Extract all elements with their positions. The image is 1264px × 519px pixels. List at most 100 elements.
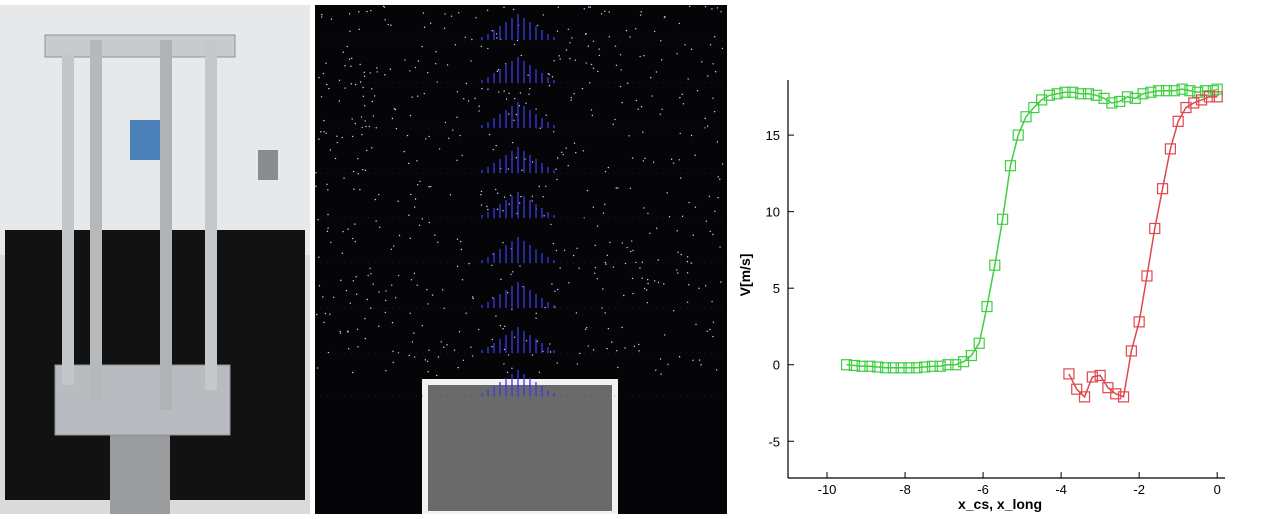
- particle: [502, 210, 503, 211]
- particle: [577, 363, 578, 364]
- particle: [706, 220, 707, 221]
- particle: [647, 283, 648, 284]
- particle: [465, 312, 466, 313]
- particle: [415, 198, 416, 199]
- particle: [719, 246, 720, 247]
- particle: [369, 268, 370, 269]
- particle: [504, 326, 505, 327]
- particle: [632, 278, 633, 279]
- particle: [704, 118, 705, 119]
- particle: [438, 356, 439, 357]
- particle: [486, 206, 487, 207]
- particle: [663, 283, 664, 284]
- particle: [687, 302, 688, 303]
- particle: [350, 303, 351, 304]
- particle: [555, 169, 556, 170]
- particle: [545, 115, 546, 116]
- particle: [342, 137, 343, 138]
- particle: [315, 172, 316, 173]
- particle: [404, 59, 405, 60]
- particle: [719, 179, 720, 180]
- particle: [574, 142, 575, 143]
- particle: [557, 362, 558, 363]
- particle: [563, 154, 564, 155]
- particle: [593, 68, 594, 69]
- particle: [616, 350, 617, 351]
- x-tick-label: -6: [977, 482, 989, 497]
- particle: [664, 334, 665, 335]
- particle: [422, 325, 423, 326]
- particle: [502, 242, 503, 243]
- particle: [423, 12, 424, 13]
- particle: [683, 103, 684, 104]
- particle: [601, 13, 602, 14]
- particle: [684, 44, 685, 45]
- particle: [365, 170, 366, 171]
- particle: [472, 355, 473, 356]
- particle: [327, 227, 328, 228]
- particle: [330, 149, 331, 150]
- particle: [364, 120, 365, 121]
- particle: [351, 118, 352, 119]
- particle: [321, 96, 322, 97]
- particle: [687, 261, 688, 262]
- particle: [716, 369, 717, 370]
- particle: [458, 12, 459, 13]
- particle: [664, 17, 665, 18]
- particle: [671, 159, 672, 160]
- particle: [412, 341, 413, 342]
- particle: [710, 231, 711, 232]
- particle: [620, 54, 621, 55]
- particle: [617, 187, 618, 188]
- particle: [457, 91, 458, 92]
- particle: [462, 279, 463, 280]
- particle: [328, 352, 329, 353]
- particle: [709, 196, 710, 197]
- particle: [369, 72, 370, 73]
- particle: [347, 46, 348, 47]
- particle: [638, 344, 639, 345]
- particle: [643, 55, 644, 56]
- particle: [350, 66, 351, 67]
- particle: [362, 87, 363, 88]
- particle: [660, 358, 661, 359]
- particle: [414, 356, 415, 357]
- particle: [641, 106, 642, 107]
- particle: [481, 46, 482, 47]
- particle: [585, 329, 586, 330]
- particle: [434, 234, 435, 235]
- particle: [525, 102, 526, 103]
- particle: [654, 31, 655, 32]
- particle: [713, 322, 714, 323]
- particle: [557, 289, 558, 290]
- particle: [408, 215, 409, 216]
- particle: [644, 158, 645, 159]
- particle: [549, 85, 550, 86]
- particle: [531, 200, 532, 201]
- particle: [520, 196, 521, 197]
- particle: [343, 178, 344, 179]
- particle: [649, 233, 650, 234]
- particle: [706, 330, 707, 331]
- particle: [417, 184, 418, 185]
- particle: [571, 37, 572, 38]
- particle: [631, 240, 632, 241]
- particle: [630, 188, 631, 189]
- particle: [456, 117, 457, 118]
- particle: [447, 64, 448, 65]
- particle: [604, 204, 605, 205]
- particle: [722, 48, 723, 49]
- particle: [650, 77, 651, 78]
- particle: [504, 196, 505, 197]
- particle: [429, 136, 430, 137]
- particle: [365, 126, 366, 127]
- particle: [364, 76, 365, 77]
- particle: [509, 203, 510, 204]
- particle: [698, 288, 699, 289]
- particle: [647, 302, 648, 303]
- particle: [394, 108, 395, 109]
- particle: [591, 64, 592, 65]
- particle: [496, 37, 497, 38]
- particle: [646, 289, 647, 290]
- particle: [505, 63, 506, 64]
